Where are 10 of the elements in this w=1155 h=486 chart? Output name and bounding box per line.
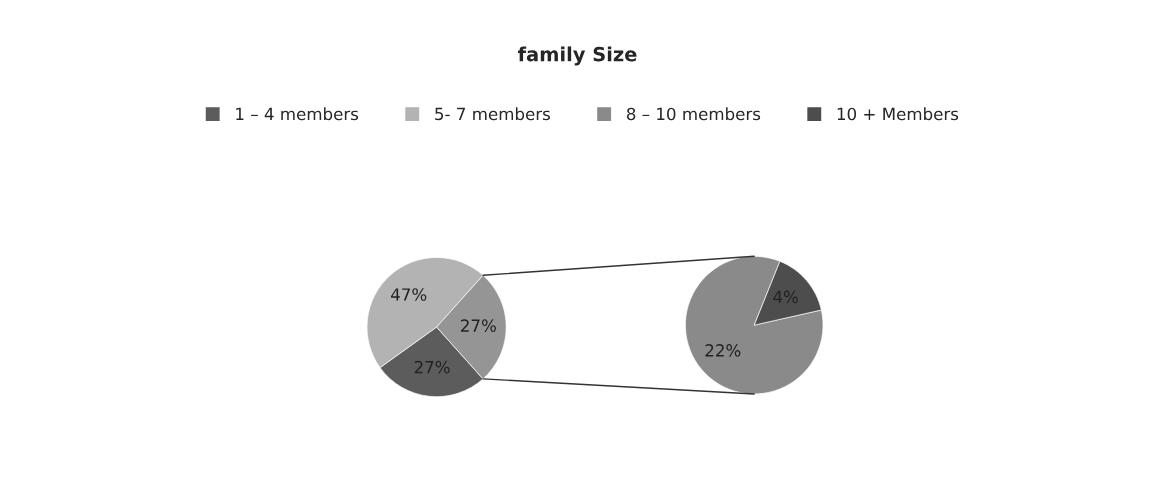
legend-label: 8 – 10 members [626,107,761,121]
pie-slice [685,255,824,395]
data-label: 27% [414,360,450,374]
legend-label: 10 + Members [837,107,959,121]
legend-label: 1 – 4 members [236,107,359,121]
data-label: 47% [391,288,427,301]
data-label: 27% [461,319,496,332]
legend-label: 5- 7 members [435,107,550,121]
data-label: 22% [705,344,741,357]
chart-title: family Size [517,46,637,66]
